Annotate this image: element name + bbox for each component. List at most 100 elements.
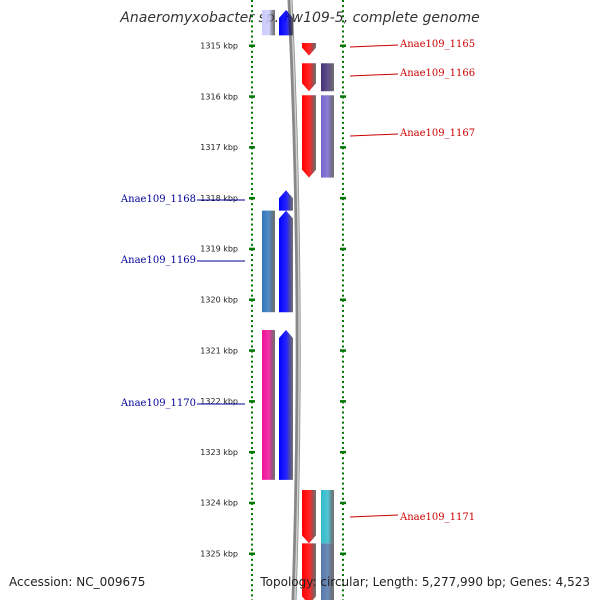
gene-label: Anae109_1167 — [399, 128, 475, 139]
summary-text: Topology: circular; Length: 5,277,990 bp… — [260, 575, 590, 589]
track-dot — [342, 365, 344, 368]
major-tick — [249, 501, 255, 505]
track-dot — [251, 467, 253, 470]
track-dot — [251, 370, 253, 373]
cog-bar — [262, 9, 275, 36]
track-dot — [342, 482, 344, 485]
track-dot — [342, 584, 344, 587]
major-tick — [340, 146, 346, 149]
track-dot — [251, 447, 253, 450]
track-dot — [251, 40, 253, 43]
track-dot — [342, 492, 344, 495]
major-tick — [340, 552, 346, 555]
track-dot — [342, 294, 344, 297]
gene-arrow — [302, 42, 316, 56]
track-dot — [342, 340, 344, 343]
track-dot — [342, 457, 344, 460]
track-dot — [251, 426, 253, 429]
track-dot — [342, 472, 344, 475]
backbone-line — [287, 0, 301, 600]
track-dot — [342, 375, 344, 378]
track-dot — [342, 269, 344, 272]
major-tick — [249, 146, 255, 149]
track-dot — [342, 309, 344, 312]
track-dot — [251, 71, 253, 74]
track-dot — [251, 228, 253, 231]
track-dot — [342, 370, 344, 373]
track-dot — [251, 55, 253, 58]
major-tick — [249, 196, 255, 200]
track-dot — [251, 20, 253, 23]
major-tick — [340, 450, 346, 454]
track-dot — [342, 289, 344, 292]
track-dot — [342, 579, 344, 582]
track-dot — [342, 228, 344, 231]
track-dot — [251, 568, 253, 571]
track-dot — [342, 132, 344, 135]
track-dot — [251, 274, 253, 277]
major-tick — [249, 44, 255, 47]
track-dot — [251, 416, 253, 419]
major-tick — [249, 247, 255, 251]
track-dot — [342, 355, 344, 358]
track-dot — [342, 497, 344, 500]
track-dot — [342, 193, 344, 196]
tick-label: 1319 kbp — [200, 245, 238, 254]
track-dot — [342, 279, 344, 282]
tick-label: 1320 kbp — [200, 296, 238, 305]
track-dot — [342, 406, 344, 409]
track-dot — [342, 142, 344, 145]
track-dot — [251, 492, 253, 495]
track-dot — [342, 162, 344, 165]
track-dot — [342, 157, 344, 160]
track-dot — [342, 391, 344, 394]
track-dot — [342, 254, 344, 256]
track-dot — [342, 360, 344, 363]
track-dot — [251, 457, 253, 460]
track-dot — [342, 91, 344, 94]
track-dot — [342, 467, 344, 470]
track-dot — [342, 330, 344, 333]
gene-arrow — [279, 210, 293, 313]
track-dot — [342, 137, 344, 140]
track-dot — [342, 563, 344, 566]
track-dot — [251, 497, 253, 500]
track-dot — [251, 213, 253, 216]
track-dot — [251, 279, 253, 282]
track-dot — [342, 238, 344, 241]
gene-label: Anae109_1171 — [399, 512, 475, 523]
track-dot — [251, 482, 253, 485]
track-dot — [342, 167, 344, 170]
cog-bar — [321, 95, 334, 178]
track-dot — [251, 233, 253, 236]
track-dot — [251, 10, 253, 13]
gene-arrow — [279, 190, 293, 211]
track-dot — [342, 304, 344, 307]
tick-label: 1325 kbp — [200, 550, 238, 559]
track-dot — [251, 177, 253, 180]
major-tick — [340, 349, 346, 352]
track-dot — [251, 477, 253, 480]
track-dot — [251, 355, 253, 358]
track-dot — [251, 218, 253, 221]
track-dot — [251, 375, 253, 378]
track-dot — [342, 523, 344, 526]
track-dot — [342, 121, 344, 124]
track-dot — [342, 568, 344, 571]
track-dot — [342, 20, 344, 23]
tick-label: 1323 kbp — [200, 448, 238, 457]
track-dot — [342, 233, 344, 236]
major-tick — [249, 400, 255, 403]
major-tick — [340, 400, 346, 403]
track-dot — [342, 264, 344, 267]
track-dot — [251, 223, 253, 226]
track-dot — [251, 314, 253, 317]
track-dot — [342, 325, 344, 328]
label-group: Anae109_1165 Anae109_1166 Anae109_1167 Anae… — [120, 39, 475, 523]
track-dot — [251, 208, 253, 211]
track-dot — [251, 386, 253, 389]
track-dot — [342, 518, 344, 521]
track-dot — [251, 127, 253, 129]
track-dot — [251, 543, 253, 546]
tick-label: 1324 kbp — [200, 499, 238, 508]
